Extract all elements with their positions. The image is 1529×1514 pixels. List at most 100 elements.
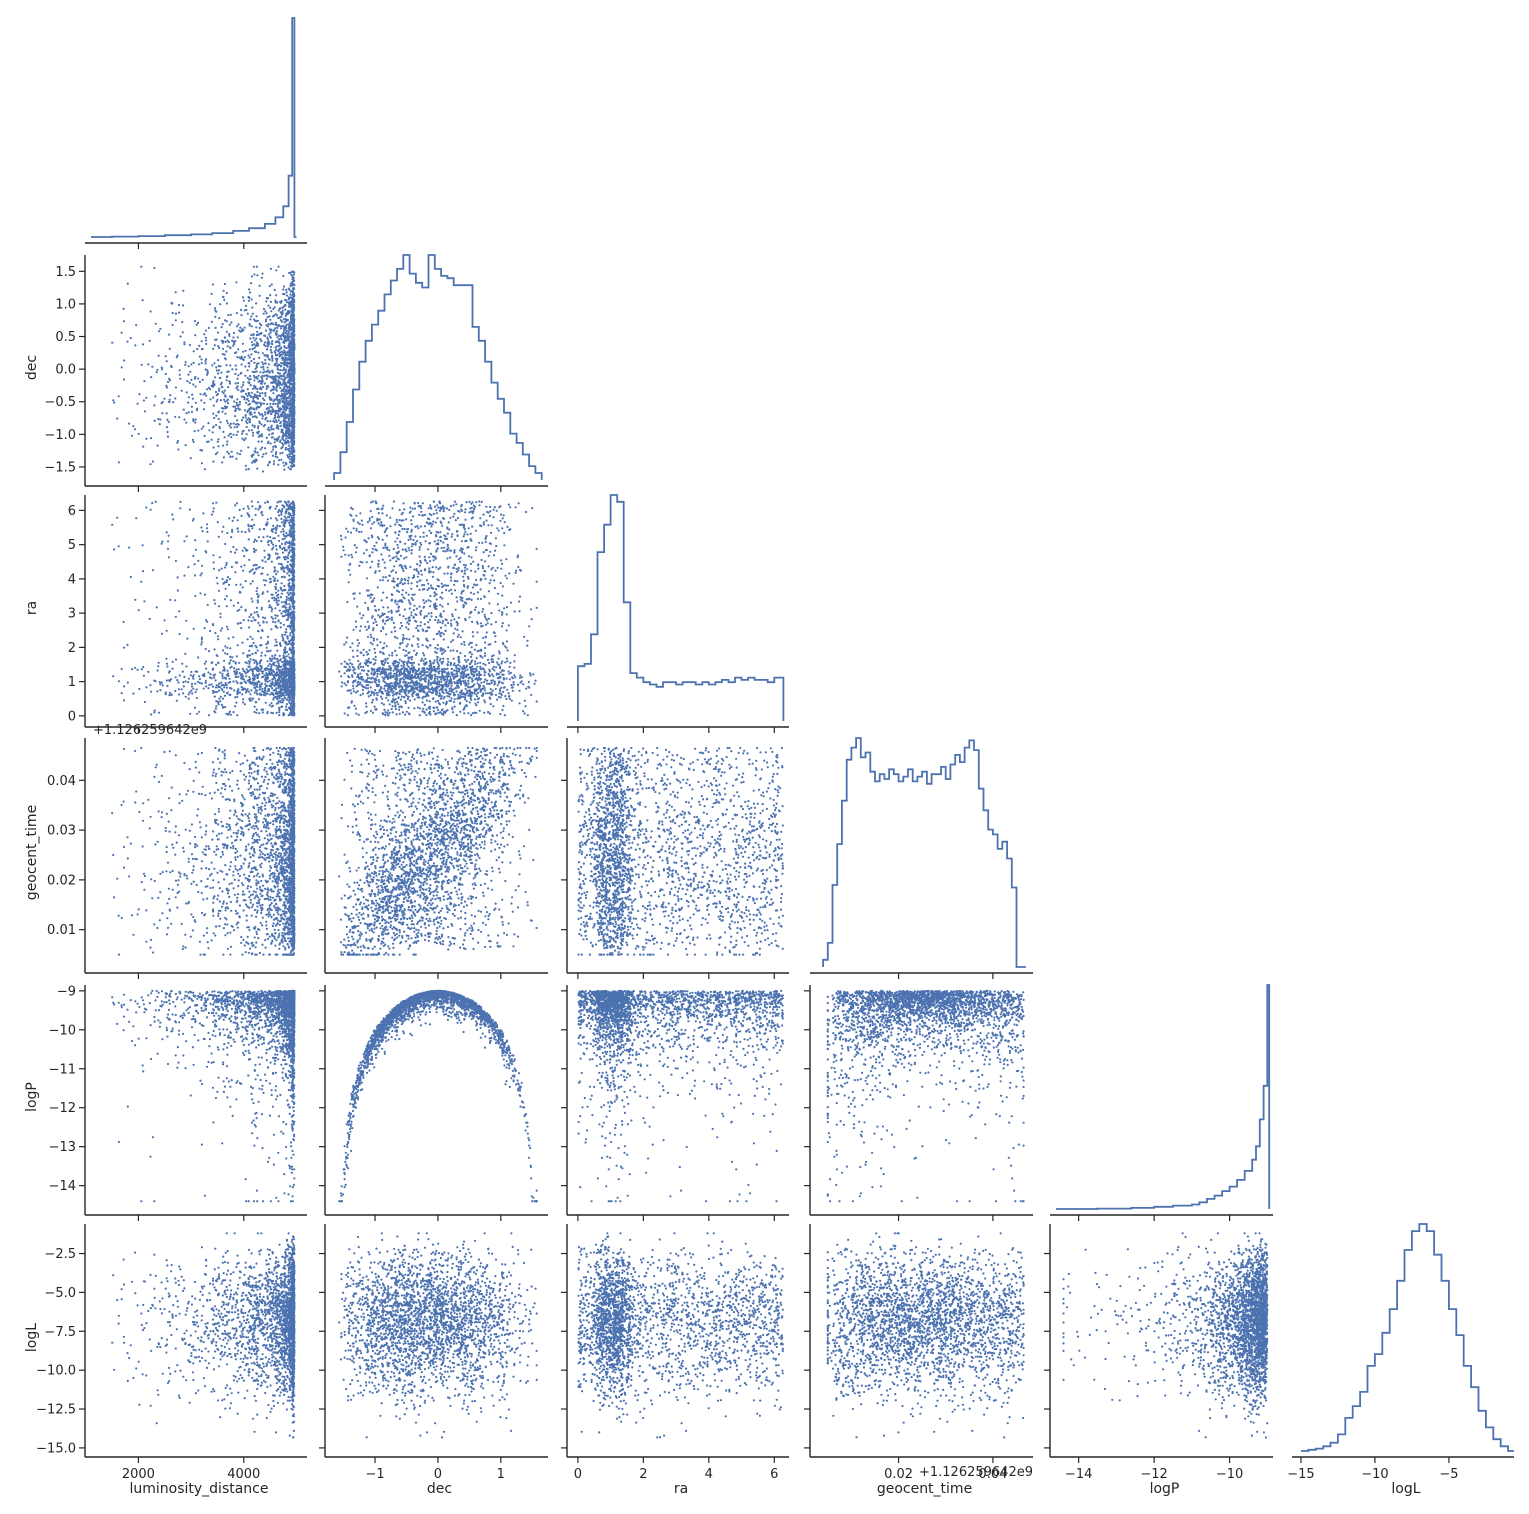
- scatter-point: [151, 502, 153, 504]
- scatter-point: [123, 647, 125, 649]
- scatter-point: [189, 344, 191, 346]
- scatter-point: [283, 375, 285, 377]
- scatter-point: [293, 315, 295, 317]
- scatter-point: [292, 322, 294, 324]
- scatter-point: [219, 700, 221, 702]
- scatter-point: [151, 366, 153, 368]
- scatter-point: [245, 350, 247, 352]
- scatter-point: [254, 339, 256, 341]
- scatter-point: [204, 360, 206, 362]
- scatter-point: [185, 444, 187, 446]
- scatter-point: [251, 325, 253, 327]
- scatter-point: [288, 306, 290, 308]
- scatter-point: [279, 439, 281, 441]
- scatter-point: [244, 327, 246, 329]
- scatter-point: [283, 318, 285, 320]
- scatter-point: [274, 441, 276, 443]
- scatter-point: [116, 517, 118, 519]
- scatter-point: [248, 654, 250, 656]
- scatter-point: [276, 336, 278, 338]
- scatter-point: [253, 408, 255, 410]
- scatter-point: [271, 355, 273, 357]
- scatter-point: [250, 360, 252, 362]
- scatter-point: [229, 578, 231, 580]
- scatter-point: [187, 402, 189, 404]
- scatter-point: [215, 391, 217, 393]
- scatter-point: [150, 376, 152, 378]
- scatter-point: [293, 378, 295, 380]
- scatter-point: [286, 655, 288, 657]
- scatter-point: [168, 378, 170, 380]
- scatter-point: [253, 358, 255, 360]
- scatter-point: [256, 397, 258, 399]
- scatter-point: [273, 689, 275, 691]
- scatter-point: [275, 349, 277, 351]
- scatter-point: [293, 459, 295, 461]
- scatter-point: [167, 436, 169, 438]
- scatter-point: [159, 423, 161, 425]
- scatter-point: [179, 369, 181, 371]
- scatter-point: [252, 398, 254, 400]
- scatter-point: [278, 419, 280, 421]
- scatter-point: [196, 324, 198, 326]
- scatter-point: [293, 330, 295, 332]
- scatter-point: [286, 295, 288, 297]
- scatter-point: [251, 598, 253, 600]
- scatter-point: [271, 406, 273, 408]
- scatter-point: [284, 372, 286, 374]
- scatter-point: [229, 456, 231, 458]
- scatter-point: [291, 462, 293, 464]
- scatter-point: [157, 418, 159, 420]
- scatter-point: [149, 463, 151, 465]
- scatter-point: [256, 607, 258, 609]
- scatter-point: [289, 431, 291, 433]
- scatter-point: [183, 343, 185, 345]
- scatter-point: [224, 401, 226, 403]
- scatter-point: [259, 624, 261, 626]
- scatter-point: [293, 340, 295, 342]
- scatter-point: [280, 587, 282, 589]
- scatter-point: [273, 664, 275, 666]
- scatter-point: [264, 654, 266, 656]
- scatter-point: [289, 400, 291, 402]
- scatter-point: [273, 418, 275, 420]
- scatter-point: [280, 327, 282, 329]
- scatter-point: [258, 454, 260, 456]
- scatter-point: [254, 447, 256, 449]
- scatter-point: [283, 403, 285, 405]
- scatter-point: [172, 661, 174, 663]
- scatter-point: [172, 324, 174, 326]
- scatter-point: [259, 684, 261, 686]
- scatter-point: [259, 402, 261, 404]
- scatter-point: [289, 425, 291, 427]
- scatter-point: [252, 434, 254, 436]
- scatter-point: [257, 452, 259, 454]
- scatter-point: [292, 395, 294, 397]
- scatter-point: [176, 679, 178, 681]
- scatter-point: [244, 409, 246, 411]
- scatter-point: [236, 325, 238, 327]
- scatter-point: [285, 532, 287, 534]
- scatter-point: [293, 406, 295, 408]
- scatter-point: [281, 543, 283, 545]
- scatter-point: [227, 422, 229, 424]
- scatter-point: [252, 396, 254, 398]
- scatter-point: [233, 689, 235, 691]
- scatter-point: [281, 362, 283, 364]
- scatter-point: [262, 352, 264, 354]
- scatter-point: [209, 673, 211, 675]
- scatter-point: [157, 665, 159, 667]
- scatter-point: [235, 368, 237, 370]
- scatter-point: [155, 501, 157, 503]
- scatter-point: [276, 314, 278, 316]
- scatter-point: [202, 530, 204, 532]
- scatter-point: [272, 377, 274, 379]
- scatter-point: [167, 381, 169, 383]
- scatter-point: [240, 314, 242, 316]
- scatter-point: [284, 421, 286, 423]
- scatter-point: [285, 289, 287, 291]
- scatter-point: [185, 665, 187, 667]
- scatter-point: [226, 400, 228, 402]
- scatter-point: [237, 348, 239, 350]
- scatter-point: [230, 436, 232, 438]
